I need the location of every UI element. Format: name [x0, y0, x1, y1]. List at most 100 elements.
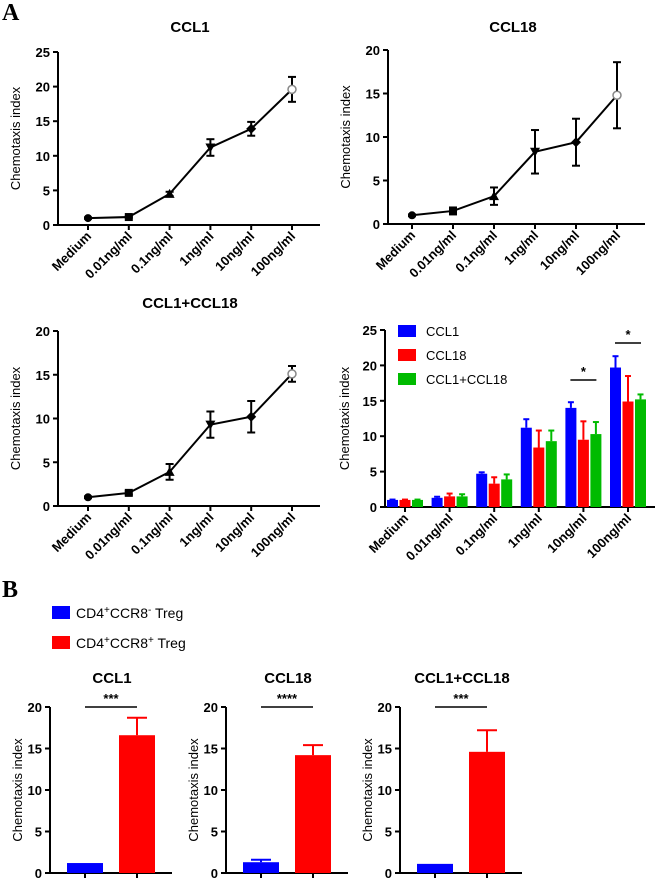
legend-text-part: Treg: [151, 605, 183, 621]
y-tick-label: 5: [385, 825, 392, 840]
treg-bar-chart-4: 0 5 10 15 20 Chemotaxis index CCL1 ***: [10, 670, 172, 878]
y-tick-label: 25: [363, 323, 377, 338]
bar-ccr8-positive: [119, 735, 155, 873]
y-tick-label: 10: [28, 783, 42, 798]
data-point: [164, 188, 175, 198]
y-tick-label: 15: [378, 742, 392, 757]
x-tick-label: 10ng/ml: [544, 511, 589, 556]
y-tick-label: 15: [36, 114, 50, 129]
treg-bar-chart-5: 0 5 10 15 20 Chemotaxis index CCL18 ****: [186, 670, 348, 878]
significance-marker: ***: [103, 691, 119, 706]
data-point: [124, 213, 133, 222]
x-tick-label: 0.1ng/ml: [452, 228, 500, 276]
y-tick-label: 10: [36, 412, 50, 427]
y-tick-label: 0: [373, 217, 380, 232]
legend-text-part: -: [148, 605, 151, 616]
legend-text-part: +: [148, 635, 154, 646]
bar-ccl18: [488, 483, 500, 507]
x-tick-label: 100ng/ml: [584, 511, 634, 561]
bar-ccl1: [431, 497, 443, 507]
y-tick-label: 10: [378, 783, 392, 798]
legend-swatch: [52, 606, 70, 619]
bar-ccl1: [520, 427, 532, 507]
chart-title: CCL1+CCL18: [142, 295, 237, 312]
x-tick-label: 1ng/ml: [501, 228, 541, 268]
bar-ccl1-ccl18: [590, 434, 602, 507]
legend-label: CD4+CCR8- Treg: [76, 605, 183, 621]
y-tick-label: 5: [35, 825, 42, 840]
y-axis-label: Chemotaxis index: [8, 86, 23, 190]
bar-ccl1-ccl18: [635, 399, 646, 507]
data-point: [246, 411, 257, 422]
y-tick-label: 0: [211, 866, 218, 878]
y-tick-label: 20: [378, 700, 392, 715]
data-point: [449, 206, 457, 215]
legend-text-part: CCR8: [110, 635, 148, 651]
y-tick-label: 5: [211, 825, 218, 840]
bar-ccl1-ccl18: [412, 499, 423, 507]
data-point: [124, 488, 133, 497]
y-axis-label: Chemotaxis index: [337, 366, 352, 470]
legend-swatch: [398, 325, 416, 337]
y-tick-label: 20: [36, 80, 50, 95]
legend-label: CCL18: [426, 348, 466, 363]
data-point: [571, 137, 581, 148]
x-tick-label: 0.01ng/ml: [403, 511, 456, 564]
y-tick-label: 20: [366, 43, 380, 58]
data-point: [408, 211, 416, 220]
data-point: [287, 369, 297, 379]
y-tick-label: 10: [366, 130, 380, 145]
y-tick-label: 0: [43, 499, 50, 514]
x-tick-label: Medium: [366, 511, 411, 556]
y-tick-label: 15: [28, 742, 42, 757]
y-tick-label: 10: [204, 783, 218, 798]
bar-ccr8-positive: [469, 751, 505, 873]
x-tick-label: 1ng/ml: [176, 510, 216, 550]
y-axis-label: Chemotaxis index: [8, 366, 23, 470]
data-point: [84, 214, 92, 223]
treg-bar-chart-6: 0 5 10 15 20 Chemotaxis index CCL1+CCL18 ***: [360, 670, 522, 878]
bar-ccr8-negative: [67, 863, 103, 873]
bar-ccl1-ccl18: [545, 441, 557, 507]
significance-marker: *: [625, 327, 631, 342]
chart-title: CCL1: [170, 19, 209, 36]
y-tick-label: 15: [36, 368, 50, 383]
legend-swatch: [398, 349, 416, 361]
legend-label: CCL1+CCL18: [426, 372, 507, 387]
x-tick-label: 0.1ng/ml: [128, 510, 176, 558]
data-point: [205, 143, 216, 153]
y-tick-label: 5: [43, 455, 50, 470]
bar-ccl1-ccl18: [501, 479, 513, 507]
data-point: [612, 90, 622, 100]
y-axis-label: Chemotaxis index: [338, 85, 353, 189]
bar-ccr8-positive: [295, 755, 331, 873]
data-point: [287, 84, 297, 95]
legend-b-item: CD4+CCR8+ Treg: [52, 635, 186, 651]
y-tick-label: 20: [28, 700, 42, 715]
chart-title: CCL1: [92, 670, 131, 687]
bar-ccl18: [577, 439, 589, 507]
data-point: [164, 466, 175, 476]
chart-title: CCL18: [264, 670, 312, 687]
y-tick-label: 20: [204, 700, 218, 715]
legend-item: CCL1+CCL18: [398, 372, 507, 387]
series-line: [411, 94, 618, 217]
x-tick-label: 100ng/ml: [248, 229, 298, 279]
y-tick-label: 5: [43, 183, 50, 198]
series-line: [87, 373, 293, 499]
y-tick-label: 0: [43, 218, 50, 233]
y-tick-label: 0: [35, 866, 42, 878]
legend-text-part: Treg: [154, 635, 186, 651]
x-tick-label: 1ng/ml: [176, 229, 216, 269]
y-tick-label: 5: [373, 174, 380, 189]
x-tick-label: 100ng/ml: [248, 510, 298, 560]
x-tick-label: 1ng/ml: [505, 511, 545, 551]
legend-text-part: CD4: [76, 635, 104, 651]
bar-ccl1: [387, 499, 398, 507]
legend-text-part: CD4: [76, 605, 104, 621]
y-tick-label: 25: [36, 45, 50, 60]
legend-swatch: [52, 636, 70, 649]
legend-item: CCL18: [398, 348, 466, 363]
